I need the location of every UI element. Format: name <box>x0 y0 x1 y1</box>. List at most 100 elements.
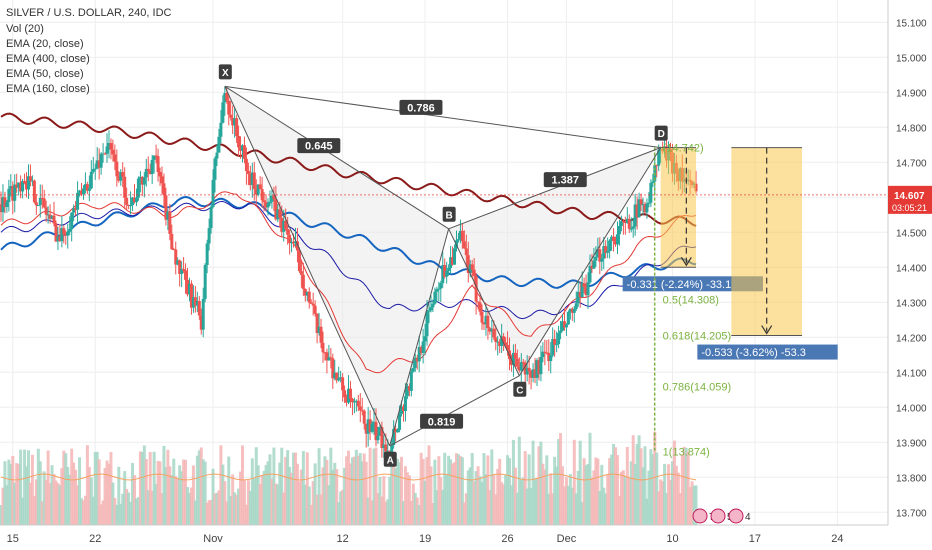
volume-bar <box>370 500 374 525</box>
candle-body <box>178 260 182 274</box>
candle-body <box>621 221 625 223</box>
candle-body <box>545 352 549 354</box>
candle-body <box>456 239 460 241</box>
candle-body <box>345 397 349 403</box>
volume-bar <box>121 493 125 525</box>
candle-body <box>301 274 305 289</box>
candle-body <box>23 181 27 183</box>
volume-bar <box>403 466 407 525</box>
candle-body <box>588 265 592 283</box>
volume-bar <box>462 502 466 525</box>
candle-body <box>3 197 7 208</box>
candle-body <box>48 214 52 219</box>
volume-bar <box>278 462 282 525</box>
volume-bar <box>635 444 639 525</box>
volume-bar <box>500 482 504 525</box>
candle-body <box>364 423 368 434</box>
volume-bar <box>68 474 72 525</box>
volume-bar <box>319 494 323 525</box>
candle-body <box>451 257 455 265</box>
indicator-ema50[interactable]: EMA (50, close) <box>6 68 84 80</box>
volume-bar <box>682 446 686 525</box>
target-boxes[interactable]: -0.331 (-2.24%) -33.1 -0.533 (-3.62%) -53… <box>622 147 838 360</box>
candle-body <box>160 176 164 184</box>
volume-bar <box>694 485 698 525</box>
candle-body <box>209 206 213 229</box>
volume-bar <box>641 467 645 525</box>
volume-bar <box>470 453 474 525</box>
volume-bar <box>213 493 217 525</box>
candle-body <box>625 218 629 223</box>
indicator-ema160[interactable]: EMA (160, close) <box>6 83 90 95</box>
candle-body <box>584 286 588 296</box>
candle-body <box>17 182 21 188</box>
volume-bar <box>578 440 582 525</box>
y-tick-label: 14.300 <box>896 298 927 309</box>
candle-body <box>113 154 117 162</box>
candle-body <box>329 357 333 359</box>
volume-bar <box>11 455 15 525</box>
volume-bar <box>129 501 133 525</box>
volume-bar <box>502 484 506 525</box>
indicator-vol[interactable]: Vol (20) <box>6 23 44 35</box>
volume-bar <box>154 483 158 525</box>
candle-body <box>13 184 17 201</box>
pattern-lines[interactable]: 0.786 0.645 1.387 0.819 X A B C D <box>218 64 668 467</box>
volume-bar <box>429 466 433 525</box>
candle-body <box>44 207 48 215</box>
volume-bar <box>674 465 678 525</box>
volume-bar <box>362 453 366 525</box>
candle-body <box>647 202 651 204</box>
candle-body <box>219 122 223 137</box>
volume-bar <box>125 489 129 525</box>
candle-body <box>657 150 661 166</box>
candle-body <box>476 301 480 303</box>
volume-bar <box>174 476 178 525</box>
volume-bar <box>504 474 508 525</box>
volume-bar <box>553 456 557 525</box>
volume-bar <box>242 480 246 525</box>
candle-body <box>407 386 411 391</box>
candle-body <box>270 195 274 202</box>
candle-body <box>619 221 623 226</box>
candle-body <box>217 136 221 153</box>
target-box-1 <box>660 147 697 268</box>
volume-bar <box>85 445 89 525</box>
volume-bar <box>335 469 339 525</box>
point-badge-bg <box>442 206 456 222</box>
candle-body <box>162 183 166 196</box>
candle-body <box>123 176 127 198</box>
event-marker <box>692 508 708 524</box>
candle-body <box>317 326 321 333</box>
candle-body <box>197 301 201 316</box>
candle-body <box>111 149 115 155</box>
candle-body <box>339 377 343 379</box>
candle-body <box>610 236 614 241</box>
candle-body <box>547 352 551 362</box>
volume-bar <box>144 459 148 525</box>
candle-body <box>254 189 258 195</box>
candle-body <box>368 419 372 432</box>
candle-body <box>562 321 566 328</box>
candle-body <box>380 427 384 448</box>
volume-bar <box>341 489 345 525</box>
volume-bar <box>72 462 76 525</box>
indicator-ema400[interactable]: EMA (400, close) <box>6 53 90 65</box>
volume-bar <box>394 468 398 525</box>
indicator-ema20[interactable]: EMA (20, close) <box>6 38 84 50</box>
event-marker <box>728 508 744 524</box>
volume-bar <box>380 496 384 525</box>
candle-body <box>492 328 496 338</box>
volume-bar <box>311 481 315 525</box>
volume-bar <box>596 458 600 525</box>
candle-body <box>519 362 523 371</box>
candle-body <box>649 182 653 203</box>
candle-body <box>258 184 262 190</box>
volume-bar <box>425 457 429 525</box>
candle-body <box>164 195 168 220</box>
ema400-line <box>0 112 697 227</box>
volume-bar <box>647 470 651 525</box>
fib-label: 1(13.874) <box>663 446 710 458</box>
